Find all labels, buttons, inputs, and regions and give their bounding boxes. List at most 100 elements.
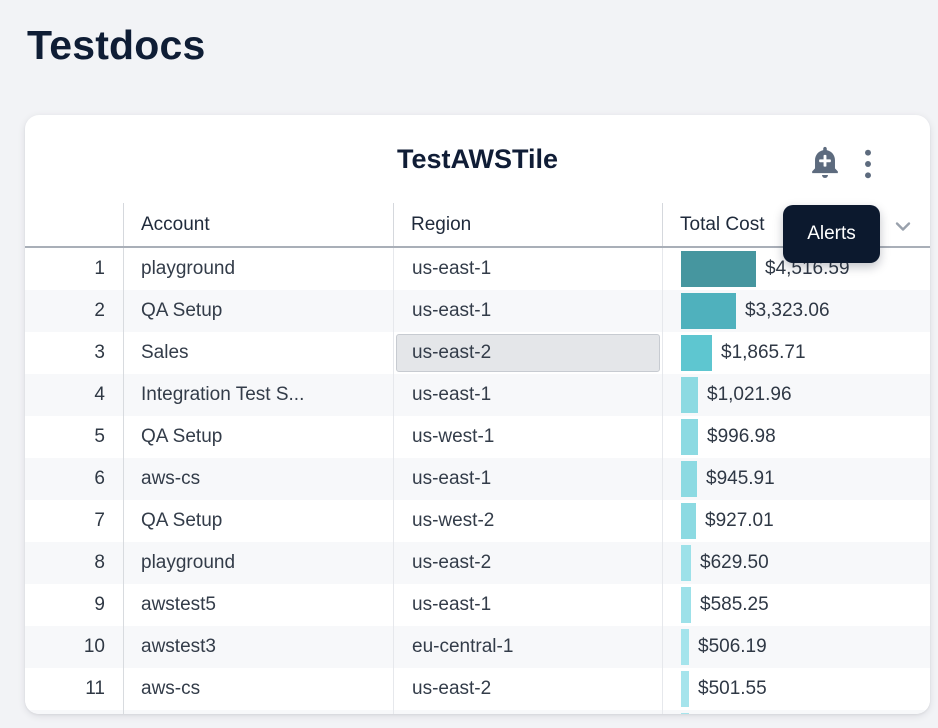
cell-region-text: us-east-1 — [412, 384, 492, 405]
cell-region-text: us-east-1 — [412, 468, 492, 489]
cell-region[interactable]: us-west-2 — [393, 500, 662, 542]
cell-region-text: eu-central-1 — [412, 636, 514, 657]
cost-bar — [681, 377, 698, 413]
cost-value: $996.98 — [707, 426, 776, 447]
cost-bar — [681, 335, 712, 371]
kebab-menu-icon — [865, 149, 871, 179]
table-header-row: Account Region Total Cost — [25, 203, 930, 248]
cell-region-text: us-east-1 — [412, 594, 492, 615]
tile-title: TestAWSTile — [396, 143, 559, 174]
column-header-region[interactable]: Region — [393, 203, 662, 246]
cell-region[interactable] — [393, 710, 662, 714]
cell-region-text: us-east-2 — [412, 678, 492, 699]
cell-account[interactable]: QA Setup — [123, 290, 393, 332]
cell-account[interactable]: QA Setup — [123, 500, 393, 542]
cell-region[interactable]: us-east-2 — [393, 542, 662, 584]
cell-account[interactable]: Sales — [123, 332, 393, 374]
cell-region[interactable]: us-east-1 — [393, 374, 662, 416]
cost-bar — [681, 629, 689, 665]
row-number — [25, 710, 123, 714]
table-body: 1 playground us-east-1 $4,516.59 2 QA Se… — [25, 248, 930, 714]
table-row: 5 QA Setup us-west-1 $996.98 — [25, 416, 930, 458]
cost-value: $927.01 — [705, 510, 774, 531]
cell-account[interactable]: awstest5 — [123, 584, 393, 626]
cell-total-cost[interactable]: $927.01 — [662, 500, 930, 542]
cell-account[interactable]: aws-cs — [123, 668, 393, 710]
column-header-account[interactable]: Account — [123, 203, 393, 246]
cost-value: $1,865.71 — [721, 342, 806, 363]
alerts-tooltip: Alerts — [783, 205, 880, 263]
cell-region[interactable]: eu-central-1 — [393, 626, 662, 668]
cell-total-cost[interactable]: $629.50 — [662, 542, 930, 584]
cell-total-cost[interactable]: $945.91 — [662, 458, 930, 500]
cell-total-cost[interactable] — [662, 710, 930, 714]
cost-bar — [681, 545, 691, 581]
chevron-down-icon — [895, 222, 911, 231]
cost-bar — [681, 587, 691, 623]
cell-total-cost[interactable]: $585.25 — [662, 584, 930, 626]
cell-account[interactable]: playground — [123, 542, 393, 584]
more-menu-button[interactable] — [858, 147, 878, 181]
add-alert-button[interactable] — [806, 143, 844, 183]
table-row: 2 QA Setup us-east-1 $3,323.06 — [25, 290, 930, 332]
cost-value: $501.55 — [698, 678, 767, 699]
cell-region-text: us-east-1 — [412, 258, 492, 279]
cell-total-cost[interactable]: $4,516.59 — [662, 248, 930, 290]
row-number: 4 — [94, 384, 105, 405]
cell-region[interactable]: us-east-1 — [393, 290, 662, 332]
cell-total-cost[interactable]: $3,323.06 — [662, 290, 930, 332]
row-number: 2 — [94, 300, 105, 321]
cell-region-text: us-east-2 — [396, 334, 660, 372]
cell-total-cost[interactable]: $506.19 — [662, 626, 930, 668]
cell-region[interactable]: us-east-2 — [393, 332, 662, 374]
table-row: 7 QA Setup us-west-2 $927.01 — [25, 500, 930, 542]
cell-region[interactable]: us-east-1 — [393, 458, 662, 500]
cell-total-cost[interactable]: $996.98 — [662, 416, 930, 458]
column-menu-button[interactable] — [890, 214, 916, 238]
row-number: 7 — [94, 510, 105, 531]
page-title: Testdocs — [27, 22, 206, 68]
row-number-header — [25, 203, 123, 246]
cell-region-text — [396, 712, 660, 714]
cell-total-cost[interactable]: $501.55 — [662, 668, 930, 710]
cell-total-cost[interactable]: $1,021.96 — [662, 374, 930, 416]
cost-bar — [681, 419, 698, 455]
cell-account[interactable]: Integration Test S... — [123, 374, 393, 416]
cell-region[interactable]: us-east-2 — [393, 668, 662, 710]
row-number: 1 — [94, 258, 105, 279]
cost-value: $585.25 — [700, 594, 769, 615]
cell-region[interactable]: us-west-1 — [393, 416, 662, 458]
row-number: 8 — [94, 552, 105, 573]
table-row — [25, 710, 930, 714]
cell-account[interactable] — [123, 710, 393, 714]
cell-account[interactable]: aws-cs — [123, 458, 393, 500]
row-number: 6 — [94, 468, 105, 489]
cost-value: $629.50 — [700, 552, 769, 573]
table-row: 6 aws-cs us-east-1 $945.91 — [25, 458, 930, 500]
table-row: 8 playground us-east-2 $629.50 — [25, 542, 930, 584]
cost-value: $506.19 — [698, 636, 767, 657]
bell-plus-icon — [812, 146, 838, 179]
table-row: 4 Integration Test S... us-east-1 $1,021… — [25, 374, 930, 416]
cost-bar — [681, 293, 736, 329]
cell-region[interactable]: us-east-1 — [393, 248, 662, 290]
cost-bar — [681, 251, 756, 287]
cell-region[interactable]: us-east-1 — [393, 584, 662, 626]
cost-value: $3,323.06 — [745, 300, 830, 321]
cell-account[interactable]: playground — [123, 248, 393, 290]
row-number: 10 — [83, 636, 105, 657]
column-header-total-cost[interactable]: Total Cost — [662, 203, 930, 246]
cell-region-text: us-west-2 — [412, 510, 495, 531]
cost-bar — [681, 671, 689, 707]
cell-total-cost[interactable]: $1,865.71 — [662, 332, 930, 374]
row-number: 5 — [94, 426, 105, 447]
cost-bar — [681, 503, 696, 539]
table-row: 9 awstest5 us-east-1 $585.25 — [25, 584, 930, 626]
cell-account[interactable]: awstest3 — [123, 626, 393, 668]
row-number: 3 — [94, 342, 105, 363]
table-row: 3 Sales us-east-2 $1,865.71 — [25, 332, 930, 374]
cost-bar — [681, 713, 689, 714]
cell-account[interactable]: QA Setup — [123, 416, 393, 458]
cost-value: $1,021.96 — [707, 384, 792, 405]
cost-value: $945.91 — [706, 468, 775, 489]
